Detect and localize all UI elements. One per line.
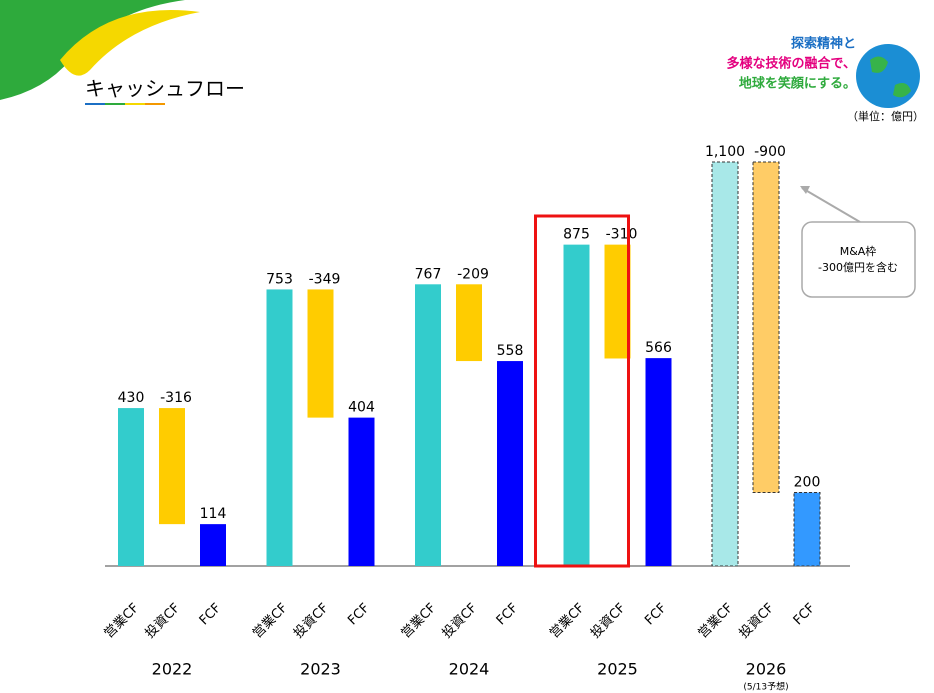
bar (456, 284, 482, 362)
x-tick-label: 営業CF (546, 600, 587, 641)
value-label: 558 (497, 343, 524, 359)
x-tick-label: 投資CF (587, 600, 628, 641)
highlight-box (534, 214, 630, 568)
bar (415, 284, 441, 566)
x-tick-label: 営業CF (398, 600, 439, 641)
value-label: -310 (606, 227, 638, 243)
value-label: 404 (348, 400, 375, 416)
x-tick-label: FCF (642, 601, 670, 629)
slogan: 探索精神と (791, 36, 856, 52)
annotation-box (801, 221, 916, 298)
x-tick-label: FCF (791, 601, 819, 629)
bar (497, 361, 523, 566)
x-tick-label: FCF (494, 601, 522, 629)
x-tick-label: 営業CF (101, 600, 142, 641)
bar (711, 161, 739, 567)
bar (307, 289, 334, 418)
decor-swoosh (0, 0, 185, 100)
logo-globe (856, 44, 920, 108)
bar (793, 492, 821, 567)
slogan: 多様な技術の融合で、 (727, 56, 856, 72)
category-label: 2022 (152, 660, 193, 679)
underline (125, 103, 145, 105)
annotation-arrow (801, 187, 861, 223)
plot: 430 営業CF -316 投資CF 114 FCF 2022 753 営業CF -349 投資CF… (101, 144, 916, 693)
bar (563, 244, 590, 567)
x-tick-label: 営業CF (695, 600, 736, 641)
value-label: 875 (563, 227, 590, 243)
category-label: 2024 (449, 660, 490, 679)
slogan: 地球を笑顔にする。 (739, 76, 856, 92)
underline (105, 103, 125, 105)
x-tick-label: FCF (345, 601, 373, 629)
value-label: 753 (266, 271, 293, 287)
value-label: 200 (794, 475, 821, 491)
bar (159, 408, 185, 525)
value-label: -900 (754, 144, 786, 160)
bar (266, 289, 293, 566)
annotation: -300億円を含む (818, 260, 898, 274)
x-tick-label: 投資CF (142, 600, 183, 641)
value-label: 566 (645, 340, 672, 356)
bar (200, 524, 226, 566)
value-label: 1,100 (705, 144, 745, 160)
value-label: 114 (200, 506, 227, 522)
annotation: M&A枠 (840, 244, 877, 258)
category-label: 2026 (746, 660, 787, 679)
value-label: 430 (118, 390, 145, 406)
bar (645, 358, 672, 566)
x-tick-label: FCF (197, 601, 225, 629)
value-label: -349 (309, 271, 341, 287)
annotation-arrow (800, 186, 810, 194)
decor-swoosh (60, 10, 200, 76)
value-label: 767 (415, 266, 442, 282)
bar (752, 161, 780, 494)
x-tick-label: 営業CF (249, 600, 290, 641)
bar (604, 244, 631, 359)
category-label: 2025 (597, 660, 638, 679)
value-label: -209 (457, 266, 489, 282)
logo-globe (870, 56, 911, 98)
x-tick-label: 投資CF (290, 600, 331, 641)
value-label: -316 (160, 390, 192, 406)
title: キャッシュフロー (85, 77, 245, 101)
category-label: 2023 (300, 660, 341, 679)
underline (85, 103, 105, 105)
x-tick-label: 投資CF (736, 600, 777, 641)
bar (118, 408, 144, 566)
category-note: (5/13予想) (743, 681, 788, 693)
bar (348, 417, 375, 566)
x-tick-label: 投資CF (439, 600, 480, 641)
unit: （単位：億円） (847, 109, 924, 123)
underline (145, 103, 165, 105)
